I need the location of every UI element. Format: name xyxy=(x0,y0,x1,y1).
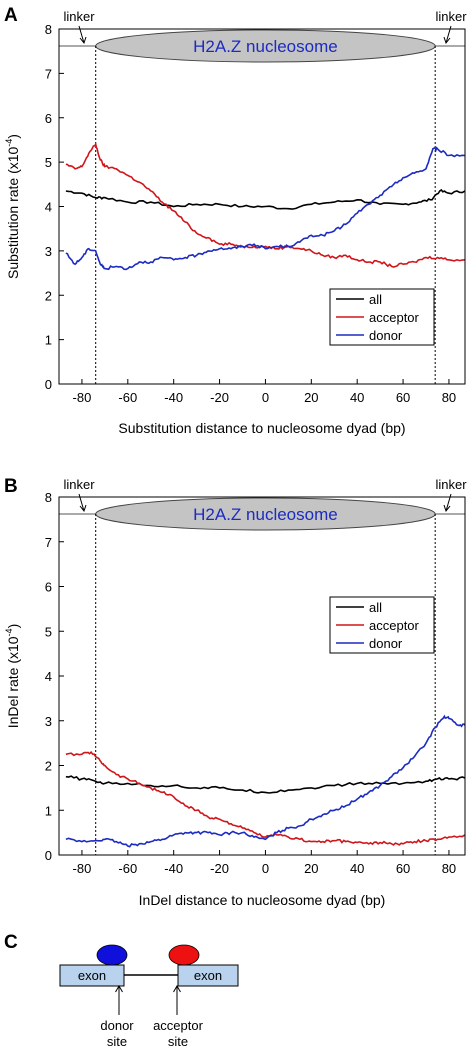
acceptor-site-label-1: acceptor xyxy=(153,1018,204,1033)
y-tick-label: 3 xyxy=(45,714,52,729)
x-tick-label: -60 xyxy=(118,390,137,405)
y-tick-label: 5 xyxy=(45,155,52,170)
legend-label-donor: donor xyxy=(369,636,403,651)
x-tick-label: 60 xyxy=(396,390,410,405)
x-axis-title: InDel distance to nucleosome dyad (bp) xyxy=(139,892,386,908)
x-tick-label: -20 xyxy=(210,861,229,876)
legend-label-all: all xyxy=(369,292,382,307)
y-axis-title: InDel rate (x10-4) xyxy=(4,624,21,729)
x-tick-label: -40 xyxy=(164,861,183,876)
y-tick-label: 4 xyxy=(45,200,52,215)
x-tick-label: 20 xyxy=(304,390,318,405)
legend-label-donor: donor xyxy=(369,328,403,343)
legend: all acceptor donor xyxy=(329,288,435,346)
linker-label-right: linker xyxy=(435,9,467,24)
donor-nucleosome-dot xyxy=(96,944,128,966)
linker-label-right: linker xyxy=(435,477,467,492)
y-tick-label: 3 xyxy=(45,244,52,259)
y-tick-label: 7 xyxy=(45,535,52,550)
x-tick-label: 20 xyxy=(304,861,318,876)
x-axis-title: Substitution distance to nucleosome dyad… xyxy=(118,420,405,436)
y-axis: 0 1 2 3 4 5 6 7 8 xyxy=(45,490,64,863)
y-tick-label: 2 xyxy=(45,759,52,774)
panel-label-b: B xyxy=(4,476,18,497)
y-tick-label: 6 xyxy=(45,111,52,126)
series-line-acceptor xyxy=(65,750,465,846)
panel-label-c: C xyxy=(4,932,18,953)
nucleosome-label: H2A.Z nucleosome xyxy=(193,505,338,524)
x-tick-label: 80 xyxy=(442,390,456,405)
y-tick-label: 4 xyxy=(45,669,52,684)
linker-label-left: linker xyxy=(63,9,95,24)
series-line-all xyxy=(65,775,465,794)
panel-a: A H2A.Z nucleosome linker linker -80 -60-… xyxy=(4,5,467,436)
series-line-all xyxy=(65,188,465,210)
x-tick-label: -20 xyxy=(210,390,229,405)
exon-box-right xyxy=(177,964,239,987)
y-axis: 0 1 2 3 4 5 6 7 8 xyxy=(45,22,64,392)
y-tick-label: 1 xyxy=(45,333,52,348)
legend-label-all: all xyxy=(369,600,382,615)
nucleosome-annotation: H2A.Z nucleosome linker linker xyxy=(59,477,467,855)
y-tick-label: 8 xyxy=(45,22,52,37)
series-line-acceptor xyxy=(65,142,465,268)
x-axis: -80 -60 -40 -20 0 20 40 60 80 xyxy=(73,850,456,876)
y-axis-title: Substitution rate (x10-4) xyxy=(4,134,21,279)
panel-b: B H2A.Z nucleosome linker linker -80 -60-… xyxy=(4,476,467,908)
nucleosome-label: H2A.Z nucleosome xyxy=(193,37,338,56)
linker-label-left: linker xyxy=(63,477,95,492)
x-tick-label: -40 xyxy=(164,390,183,405)
donor-arrow-head xyxy=(115,985,123,993)
x-tick-label: 0 xyxy=(262,861,269,876)
y-tick-label: 2 xyxy=(45,288,52,303)
panel-label-a: A xyxy=(4,5,18,26)
y-tick-label: 5 xyxy=(45,624,52,639)
y-tick-label: 0 xyxy=(45,848,52,863)
x-tick-label: 40 xyxy=(350,861,364,876)
y-tick-label: 7 xyxy=(45,66,52,81)
plot-frame xyxy=(58,496,466,856)
nucleosome-annotation: H2A.Z nucleosome linker linker xyxy=(59,9,467,384)
x-tick-label: 0 xyxy=(262,390,269,405)
panel-c-splice-diagram: C exon exon donor site acceptor site xyxy=(4,932,239,1049)
legend-label-acceptor: acceptor xyxy=(369,618,420,633)
legend: all acceptor donor xyxy=(329,596,435,654)
x-tick-label: 80 xyxy=(442,861,456,876)
x-tick-label: -80 xyxy=(73,861,92,876)
series-line-donor xyxy=(65,714,465,848)
donor-site-label-1: donor xyxy=(100,1018,134,1033)
legend-label-acceptor: acceptor xyxy=(369,310,420,325)
x-tick-label: -60 xyxy=(118,861,137,876)
x-axis: -80 -60 -40 -20 0 20 40 60 80 xyxy=(73,379,456,405)
acceptor-site-label-2: site xyxy=(168,1034,188,1049)
exon-label-left: exon xyxy=(78,968,106,983)
y-tick-label: 1 xyxy=(45,803,52,818)
donor-site-label-2: site xyxy=(107,1034,127,1049)
y-tick-label: 0 xyxy=(45,377,52,392)
acceptor-arrow-head xyxy=(173,985,181,993)
y-tick-label: 8 xyxy=(45,490,52,505)
acceptor-nucleosome-dot xyxy=(168,944,200,966)
x-tick-label: 60 xyxy=(396,861,410,876)
x-tick-label: 40 xyxy=(350,390,364,405)
exon-box-left xyxy=(59,964,125,987)
x-tick-label: -80 xyxy=(73,390,92,405)
series-line-donor xyxy=(65,146,465,271)
exon-label-right: exon xyxy=(194,968,222,983)
y-tick-label: 6 xyxy=(45,580,52,595)
